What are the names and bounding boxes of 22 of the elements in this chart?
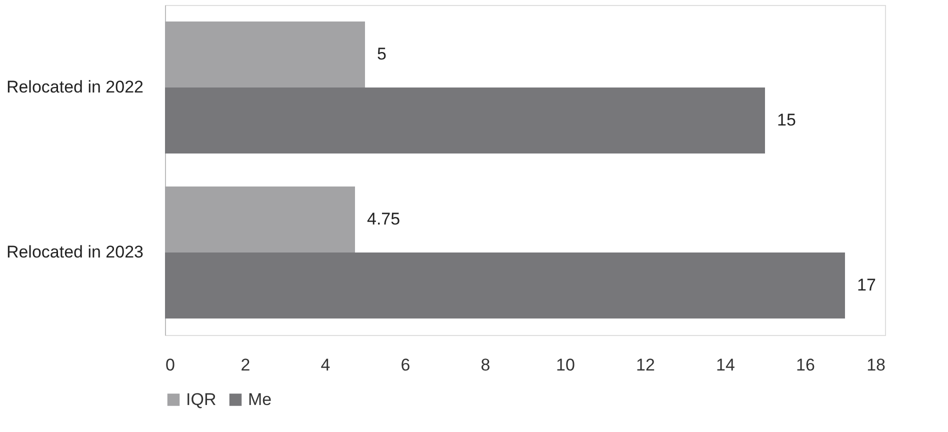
legend-label: Me (248, 390, 272, 409)
data-label: 5 (377, 44, 386, 64)
legend-label: IQR (186, 390, 216, 409)
data-label: 15 (777, 110, 796, 130)
x-tick-label: 18 (866, 356, 886, 374)
x-tick-label: 6 (400, 356, 410, 374)
data-label: 4.75 (367, 210, 400, 228)
x-tick-label: 8 (480, 356, 490, 374)
y-tick-label: Relocated in 2023 (6, 242, 144, 262)
x-tick-label: 2 (240, 356, 250, 374)
x-tick-label: 10 (556, 356, 575, 374)
x-tick-label: 0 (166, 356, 175, 374)
x-tick-label: 16 (796, 356, 815, 374)
y-tick-label: Relocated in 2022 (6, 78, 144, 96)
x-tick-label: 12 (636, 356, 655, 374)
bar (165, 252, 845, 318)
bar (165, 22, 365, 88)
bar (165, 88, 765, 154)
data-label: 17 (857, 276, 876, 294)
x-tick-label: 14 (716, 356, 735, 374)
bar (165, 186, 355, 252)
x-tick-label: 4 (320, 356, 330, 374)
